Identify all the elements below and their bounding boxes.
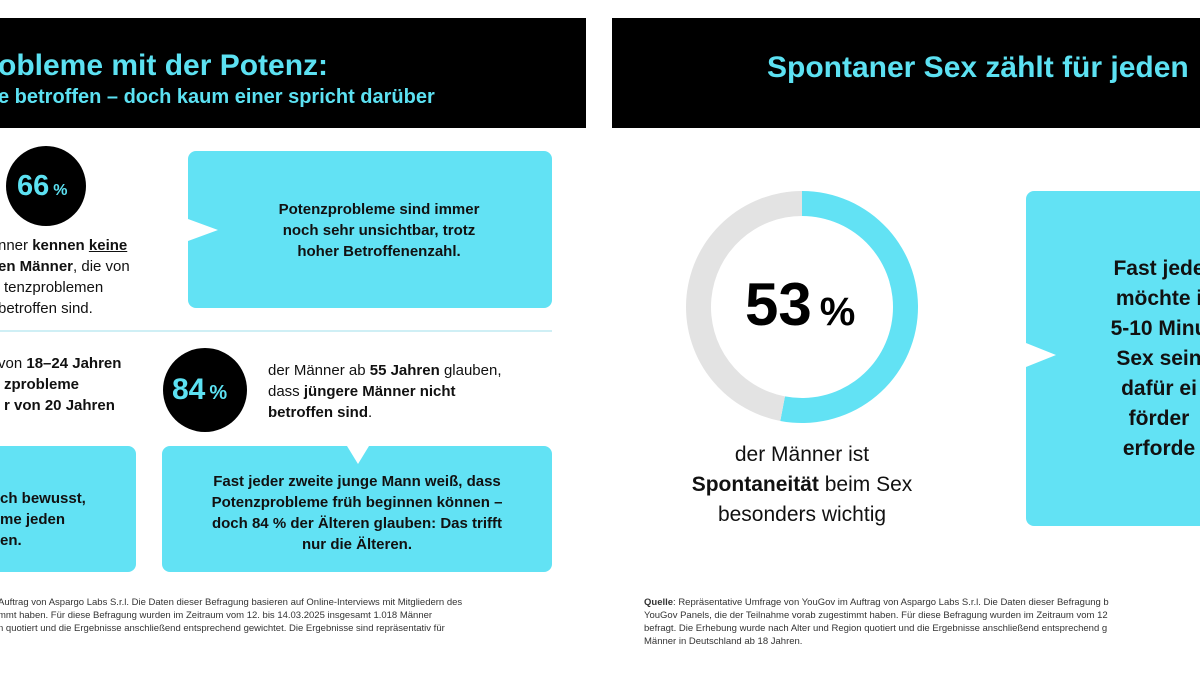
stat-66-circle: 66% xyxy=(6,146,86,226)
callout-young-men-text: Fast jeder zweite junge Mann weiß, dass … xyxy=(211,473,503,553)
donut-center-label: 53% xyxy=(745,272,855,345)
stat-66-text: nner kennen keine en Männer, die von ten… xyxy=(0,237,130,317)
stat-84-unit: % xyxy=(209,382,228,404)
right-source-note: Quelle: Repräsentative Umfrage von YouGo… xyxy=(644,597,1109,647)
stat-18-24-text: von 18–24 Jahren zprobleme r von 20 Jahr… xyxy=(0,355,122,414)
stat-66-number: 66 xyxy=(17,170,50,202)
right-title: Spontaner Sex zählt für jeden xyxy=(767,51,1189,84)
callout-awareness-text: ch bewusst, me jeden en. xyxy=(0,490,86,549)
donut-chart xyxy=(686,191,919,423)
callout-young-men xyxy=(162,446,552,572)
stat-66-unit: % xyxy=(53,182,68,199)
donut-value: 53 xyxy=(745,271,812,338)
donut-unit: % xyxy=(819,290,856,334)
stat-84-number: 84 xyxy=(172,373,206,406)
stat-84-circle: 84% xyxy=(163,348,247,432)
callout-young-men-notch xyxy=(347,446,369,464)
callout-invisible xyxy=(188,151,552,308)
callout-spontaneity-notch xyxy=(1026,343,1056,367)
donut-caption: der Männer ist Spontaneität beim Sex bes… xyxy=(691,443,913,526)
callout-awareness xyxy=(0,446,136,572)
donut-slice-rest xyxy=(686,191,802,421)
right-title-bar xyxy=(612,18,1200,128)
callout-spontaneity-text: Fast jede möchte i 5-10 Minu Sex sein da… xyxy=(1110,257,1200,460)
left-divider xyxy=(0,330,552,332)
left-title: obleme mit der Potenz: xyxy=(0,49,329,82)
callout-invisible-notch xyxy=(188,219,218,241)
callout-invisible-text: Potenzprobleme sind immer noch sehr unsi… xyxy=(278,201,480,260)
left-title-bar xyxy=(0,18,586,128)
left-source-note: Auftrag von Aspargo Labs S.r.l. Die Date… xyxy=(0,597,463,634)
left-subtitle: e betroffen – doch kaum einer spricht da… xyxy=(0,86,435,108)
stat-84-text: der Männer ab 55 Jahren glauben, dass jü… xyxy=(268,362,502,421)
donut-slice-highlight xyxy=(780,191,919,423)
